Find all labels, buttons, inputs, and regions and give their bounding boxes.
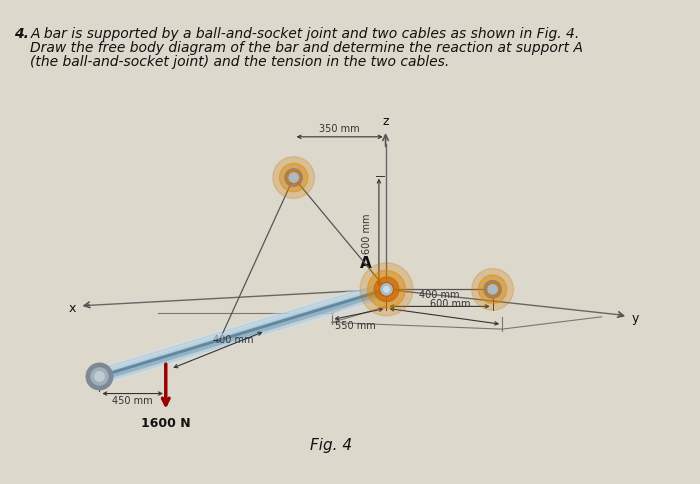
Circle shape bbox=[86, 363, 113, 390]
Text: 600 mm: 600 mm bbox=[430, 299, 470, 309]
Text: z: z bbox=[382, 115, 389, 128]
Text: A bar is supported by a ball-and-socket joint and two cables as shown in Fig. 4.: A bar is supported by a ball-and-socket … bbox=[30, 27, 580, 41]
Circle shape bbox=[273, 157, 314, 199]
Text: 1600 N: 1600 N bbox=[141, 416, 190, 429]
Text: (the ball-and-socket joint) and the tension in the two cables.: (the ball-and-socket joint) and the tens… bbox=[30, 55, 449, 69]
Circle shape bbox=[380, 283, 393, 296]
Circle shape bbox=[384, 287, 389, 292]
Circle shape bbox=[368, 271, 405, 309]
Circle shape bbox=[488, 285, 497, 294]
Text: 400 mm: 400 mm bbox=[419, 289, 460, 299]
Circle shape bbox=[374, 277, 399, 302]
Circle shape bbox=[488, 285, 497, 294]
Text: 550 mm: 550 mm bbox=[335, 320, 376, 330]
Circle shape bbox=[360, 263, 413, 316]
Text: 600 mm: 600 mm bbox=[363, 213, 372, 253]
Circle shape bbox=[472, 269, 513, 311]
Circle shape bbox=[381, 284, 392, 295]
Text: 400 mm: 400 mm bbox=[213, 334, 253, 344]
Text: 450 mm: 450 mm bbox=[112, 395, 153, 406]
Circle shape bbox=[289, 173, 298, 183]
Text: 4.: 4. bbox=[14, 27, 29, 41]
Circle shape bbox=[289, 173, 298, 183]
Circle shape bbox=[91, 368, 108, 385]
Text: x: x bbox=[69, 301, 76, 314]
Circle shape bbox=[484, 281, 501, 298]
Text: y: y bbox=[632, 312, 639, 325]
Text: Fig. 4: Fig. 4 bbox=[311, 438, 353, 453]
Circle shape bbox=[478, 275, 507, 304]
Text: Draw the free body diagram of the bar and determine the reaction at support A: Draw the free body diagram of the bar an… bbox=[30, 41, 583, 55]
Circle shape bbox=[285, 170, 302, 187]
Text: 350 mm: 350 mm bbox=[319, 124, 360, 134]
Circle shape bbox=[94, 372, 104, 381]
Text: A: A bbox=[360, 256, 372, 271]
Circle shape bbox=[279, 164, 308, 192]
